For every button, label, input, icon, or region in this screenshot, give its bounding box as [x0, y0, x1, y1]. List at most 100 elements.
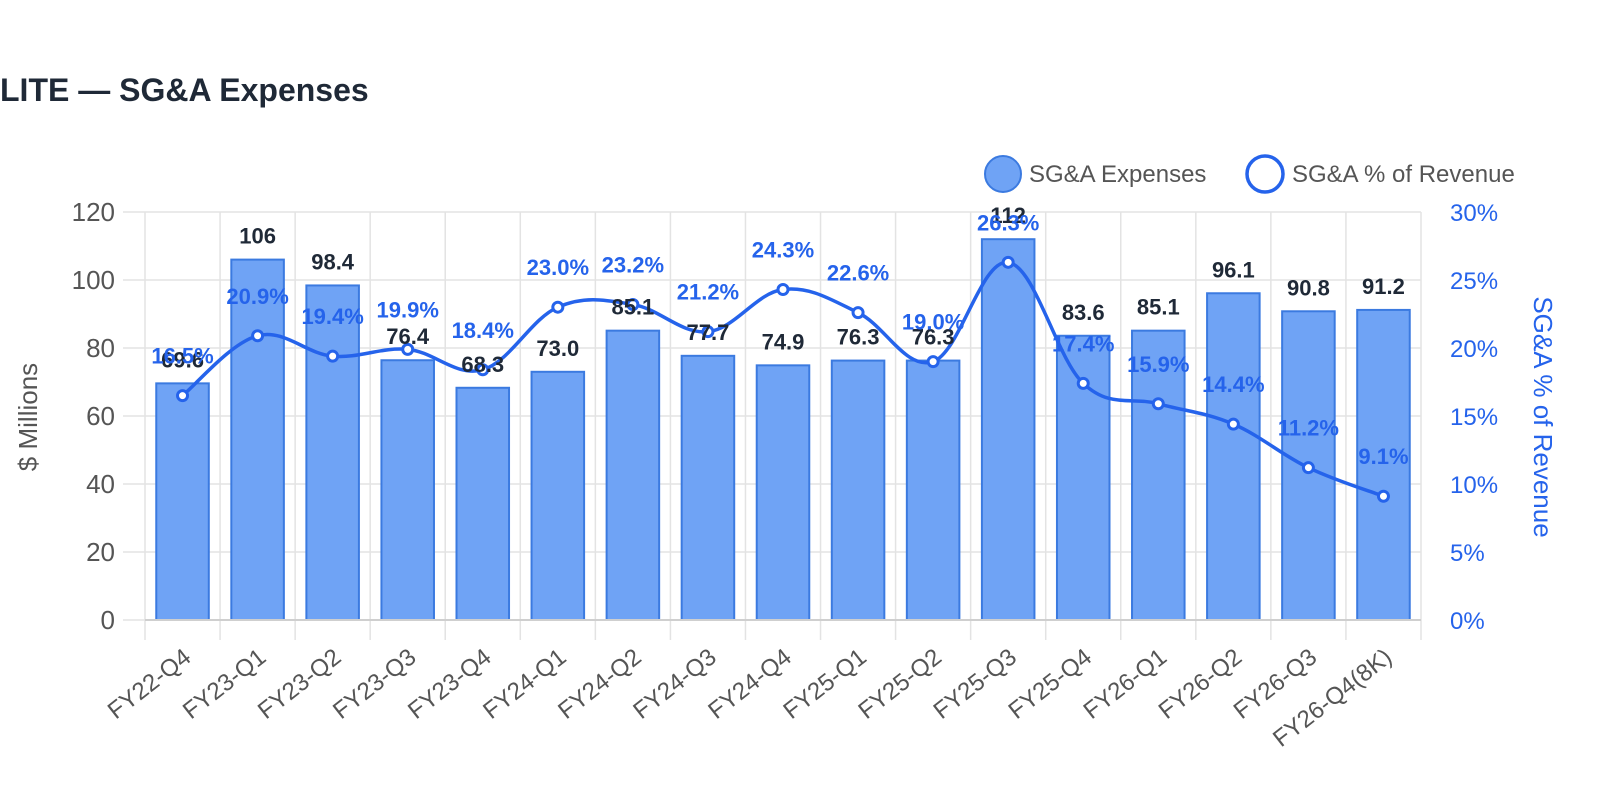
x-tick-label: FY25-Q2: [853, 643, 946, 724]
legend-line-swatch: [1245, 154, 1285, 194]
bar-value-label: 76.3: [837, 325, 880, 350]
line-point-FY24-Q1: [551, 300, 565, 314]
y2-tick-label: 20%: [1450, 336, 1498, 363]
bar-value-label: 90.8: [1287, 275, 1330, 300]
x-tick-label: FY24-Q2: [553, 643, 646, 724]
x-tick-label: FY25-Q4: [1004, 643, 1097, 724]
line-point-FY24-Q3: [701, 325, 715, 339]
bar-value-label: 73.0: [536, 336, 579, 361]
x-tick-label: FY23-Q3: [328, 643, 421, 724]
y-tick-label: 0: [101, 605, 115, 635]
bar-value-label: 69.6: [161, 347, 204, 372]
y-tick-label: 100: [72, 265, 115, 295]
bar-FY23-Q1: [230, 258, 285, 621]
bar-FY23-Q4: [455, 386, 511, 621]
x-tick-label: FY24-Q1: [478, 643, 571, 724]
line-point-FY26-Q2: [1226, 417, 1240, 431]
line-point-FY24-Q4: [776, 283, 790, 297]
bar-FY22-Q4: [155, 382, 210, 621]
y-tick-label: 120: [72, 197, 115, 227]
legend-bar-swatch: [984, 155, 1022, 193]
y2-tick-label: 5%: [1450, 540, 1485, 567]
x-tick-label: FY23-Q2: [253, 643, 346, 724]
bar-value-label: 91.2: [1362, 274, 1405, 299]
line-point-FY26-Q1: [1151, 397, 1165, 411]
legend-bar-label: SG&A Expenses: [1029, 161, 1206, 188]
bar-FY25-Q1: [830, 359, 886, 621]
y-tick-label: 40: [86, 469, 115, 499]
bar-value-label: 76.4: [386, 324, 430, 349]
bar-FY23-Q2: [305, 284, 360, 621]
line-point-FY22-Q4: [176, 389, 190, 403]
y-tick-label: 20: [86, 537, 115, 567]
x-tick-label: FY24-Q4: [703, 643, 796, 724]
line-value-label: 19.0%: [902, 310, 964, 335]
legend-line-label: SG&A % of Revenue: [1292, 161, 1515, 188]
line-value-label: 26.3%: [977, 210, 1039, 235]
line-point-FY26-Q4(8K): [1376, 489, 1390, 503]
bar-FY25-Q2: [905, 359, 961, 621]
bar-FY24-Q3: [680, 354, 736, 621]
bar-FY23-Q3: [380, 359, 435, 621]
data-labels: 69.6 106 98.4 76.4 68.3 73.0 85.1 77.7 74.9 76.3 7…: [151, 203, 1408, 469]
line-value-label: 19.4%: [301, 304, 363, 329]
line-point-FY23-Q4: [476, 363, 490, 377]
y2-tick-label: 30%: [1450, 200, 1498, 227]
bar-value-label: 68.3: [461, 352, 504, 377]
line-value-label: 14.4%: [1202, 372, 1264, 397]
bar-value-label: 85.1: [611, 295, 654, 320]
line-value-label: 23.2%: [602, 252, 664, 277]
x-tick-label: FY26-Q1: [1079, 643, 1172, 724]
line-value-label: 20.9%: [226, 284, 288, 309]
line-series: [176, 255, 1390, 503]
line-value-label: 9.1%: [1358, 444, 1408, 469]
legend[interactable]: SG&A Expenses SG&A % of Revenue: [984, 154, 1515, 194]
line-value-label: 18.4%: [452, 318, 514, 343]
line-point-FY25-Q4: [1076, 376, 1090, 390]
bar-value-label: 77.7: [687, 320, 730, 345]
line-point-FY24-Q2: [626, 297, 640, 311]
x-tick-label: FY23-Q1: [178, 643, 271, 724]
y-axis-title: $ Millions: [13, 363, 43, 471]
bar-value-label: 85.1: [1137, 295, 1180, 320]
x-tick-label: FY23-Q4: [403, 643, 496, 724]
x-tick-label: FY26-Q2: [1154, 643, 1247, 724]
line-value-label: 11.2%: [1278, 416, 1339, 441]
bar-FY25-Q3: [980, 238, 1036, 621]
line-value-label: 24.3%: [752, 238, 814, 263]
line-value-label: 23.0%: [527, 255, 589, 280]
bar-value-label: 98.4: [311, 249, 355, 274]
bar-FY24-Q1: [530, 370, 586, 621]
x-tick-label: FY25-Q1: [778, 643, 871, 724]
bar-value-label: 96.1: [1212, 257, 1255, 282]
line-point-FY25-Q3: [1001, 255, 1015, 269]
y2-tick-label: 15%: [1450, 404, 1498, 431]
x-tick-label: FY24-Q3: [628, 643, 721, 724]
bar-FY26-Q2: [1206, 292, 1261, 621]
line-point-FY23-Q1: [251, 329, 265, 343]
y-tick-label: 80: [86, 333, 115, 363]
bar-FY24-Q2: [605, 329, 661, 621]
line-point-FY25-Q1: [851, 306, 865, 320]
y2-tick-label: 10%: [1450, 472, 1498, 499]
bar-value-label: 83.6: [1062, 300, 1105, 325]
y2-axis-title: SG&A % of Revenue: [1528, 296, 1558, 537]
line-value-label: 15.9%: [1127, 352, 1189, 377]
bar-series: [155, 238, 1411, 621]
bar-value-label: 112: [990, 203, 1026, 228]
line-point-FY23-Q2: [326, 349, 340, 363]
line-value-label: 19.9%: [377, 297, 439, 322]
line-value-label: 16.5%: [151, 344, 213, 369]
bar-value-label: 74.9: [762, 329, 805, 354]
x-tick-label: FY25-Q3: [929, 643, 1022, 724]
line-point-FY23-Q3: [401, 342, 415, 356]
y2-tick-label: 25%: [1450, 268, 1498, 295]
line-value-label: 21.2%: [677, 280, 739, 305]
x-tick-label: FY22-Q4: [103, 643, 196, 724]
bar-value-label: 106: [239, 224, 276, 249]
bar-FY24-Q4: [755, 364, 811, 621]
line-point-FY26-Q3: [1301, 461, 1315, 475]
y2-tick-label: 0%: [1450, 608, 1485, 635]
bar-value-label: 76.3: [912, 325, 955, 350]
